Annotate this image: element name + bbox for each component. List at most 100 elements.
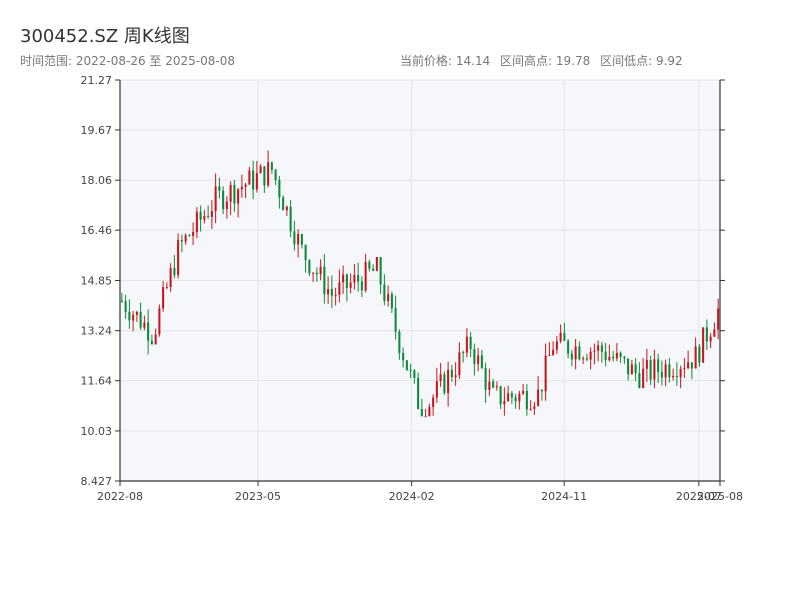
candle-body: [319, 266, 322, 275]
candle: [319, 259, 322, 281]
candle-body: [188, 235, 191, 237]
candle-body: [679, 369, 682, 378]
candle: [582, 356, 585, 364]
candle: [458, 342, 461, 380]
candle: [120, 292, 123, 303]
candle-body: [578, 346, 581, 360]
candle-body: [675, 375, 678, 378]
candle: [282, 195, 285, 211]
candle: [630, 359, 633, 375]
candle: [499, 385, 502, 410]
candle-body: [282, 197, 285, 211]
candle-body: [522, 390, 525, 394]
candle-body: [195, 211, 198, 233]
candle: [207, 205, 210, 219]
candle: [424, 408, 427, 418]
candle-body: [240, 186, 243, 190]
candle-body: [600, 345, 603, 352]
candle-body: [229, 185, 232, 202]
candle: [169, 263, 172, 292]
candle: [477, 347, 480, 372]
candle: [154, 328, 157, 345]
candle: [387, 285, 390, 307]
candle: [465, 328, 468, 358]
candle: [619, 351, 622, 364]
candle-body: [529, 408, 532, 410]
candle-body: [660, 371, 663, 378]
candle-body: [147, 322, 150, 341]
candle: [330, 275, 333, 309]
candle: [563, 322, 566, 341]
candle: [698, 344, 701, 367]
candle: [372, 264, 375, 272]
candle: [454, 362, 457, 386]
candle-body: [124, 301, 127, 312]
candle-body: [694, 346, 697, 369]
candle: [484, 362, 487, 403]
candle: [375, 257, 378, 272]
price-stats: 当前价格: 14.14 区间高点: 19.78 区间低点: 9.92: [400, 52, 689, 69]
candle: [593, 343, 596, 365]
candle-body: [248, 170, 251, 185]
candle: [357, 262, 360, 292]
candle: [263, 166, 266, 193]
candle-body: [252, 170, 255, 190]
candle-body: [638, 373, 641, 389]
candle: [248, 166, 251, 185]
candle: [158, 304, 161, 337]
candle: [165, 282, 168, 290]
candle: [214, 173, 217, 224]
candle-body: [237, 189, 240, 204]
date-range: 时间范围: 2022-08-26 至 2025-08-08: [20, 54, 235, 68]
candle: [349, 273, 352, 294]
candle-body: [540, 389, 543, 392]
candle-body: [218, 186, 221, 191]
candle-body: [409, 370, 412, 372]
candle: [585, 353, 588, 362]
candle: [615, 343, 618, 362]
axes: 8.427 10.03 11.64 13.24 14.85 16.46 18.06 19.67…: [81, 74, 743, 503]
candle: [675, 362, 678, 386]
candle-body: [458, 352, 461, 376]
candle: [638, 362, 641, 389]
candle: [570, 349, 573, 367]
candle-body: [267, 162, 270, 186]
candle-body: [278, 180, 281, 198]
candle: [522, 384, 525, 396]
candle-body: [570, 353, 573, 360]
candle: [312, 272, 315, 282]
candle-body: [390, 293, 393, 309]
candle: [342, 265, 345, 294]
candle-body: [615, 352, 618, 359]
candle: [604, 343, 607, 367]
candle-body: [285, 206, 288, 211]
candle-body: [345, 274, 348, 288]
candle-body: [330, 289, 333, 296]
candle-body: [135, 311, 138, 315]
candle-body: [582, 358, 585, 360]
candle-body: [394, 308, 397, 332]
candle-body: [210, 211, 213, 217]
candle: [195, 207, 198, 239]
y-tick-label: 10.03: [81, 425, 113, 438]
candle-body: [510, 393, 513, 398]
candle: [409, 363, 412, 379]
candle-body: [477, 355, 480, 364]
candle: [132, 310, 135, 332]
candle-body: [372, 268, 375, 271]
candle: [147, 309, 150, 355]
candle: [289, 199, 292, 238]
period-high: 区间高点: 19.78: [500, 54, 591, 68]
candle: [334, 287, 337, 306]
candle: [495, 381, 498, 391]
candle-body: [473, 349, 476, 364]
candle: [713, 322, 716, 338]
candle: [323, 254, 326, 304]
candle: [139, 302, 142, 330]
candle-body: [357, 274, 360, 282]
candle-body: [488, 381, 491, 390]
candle-body: [608, 356, 611, 361]
candle-body: [360, 281, 363, 291]
candle-body: [555, 341, 558, 350]
